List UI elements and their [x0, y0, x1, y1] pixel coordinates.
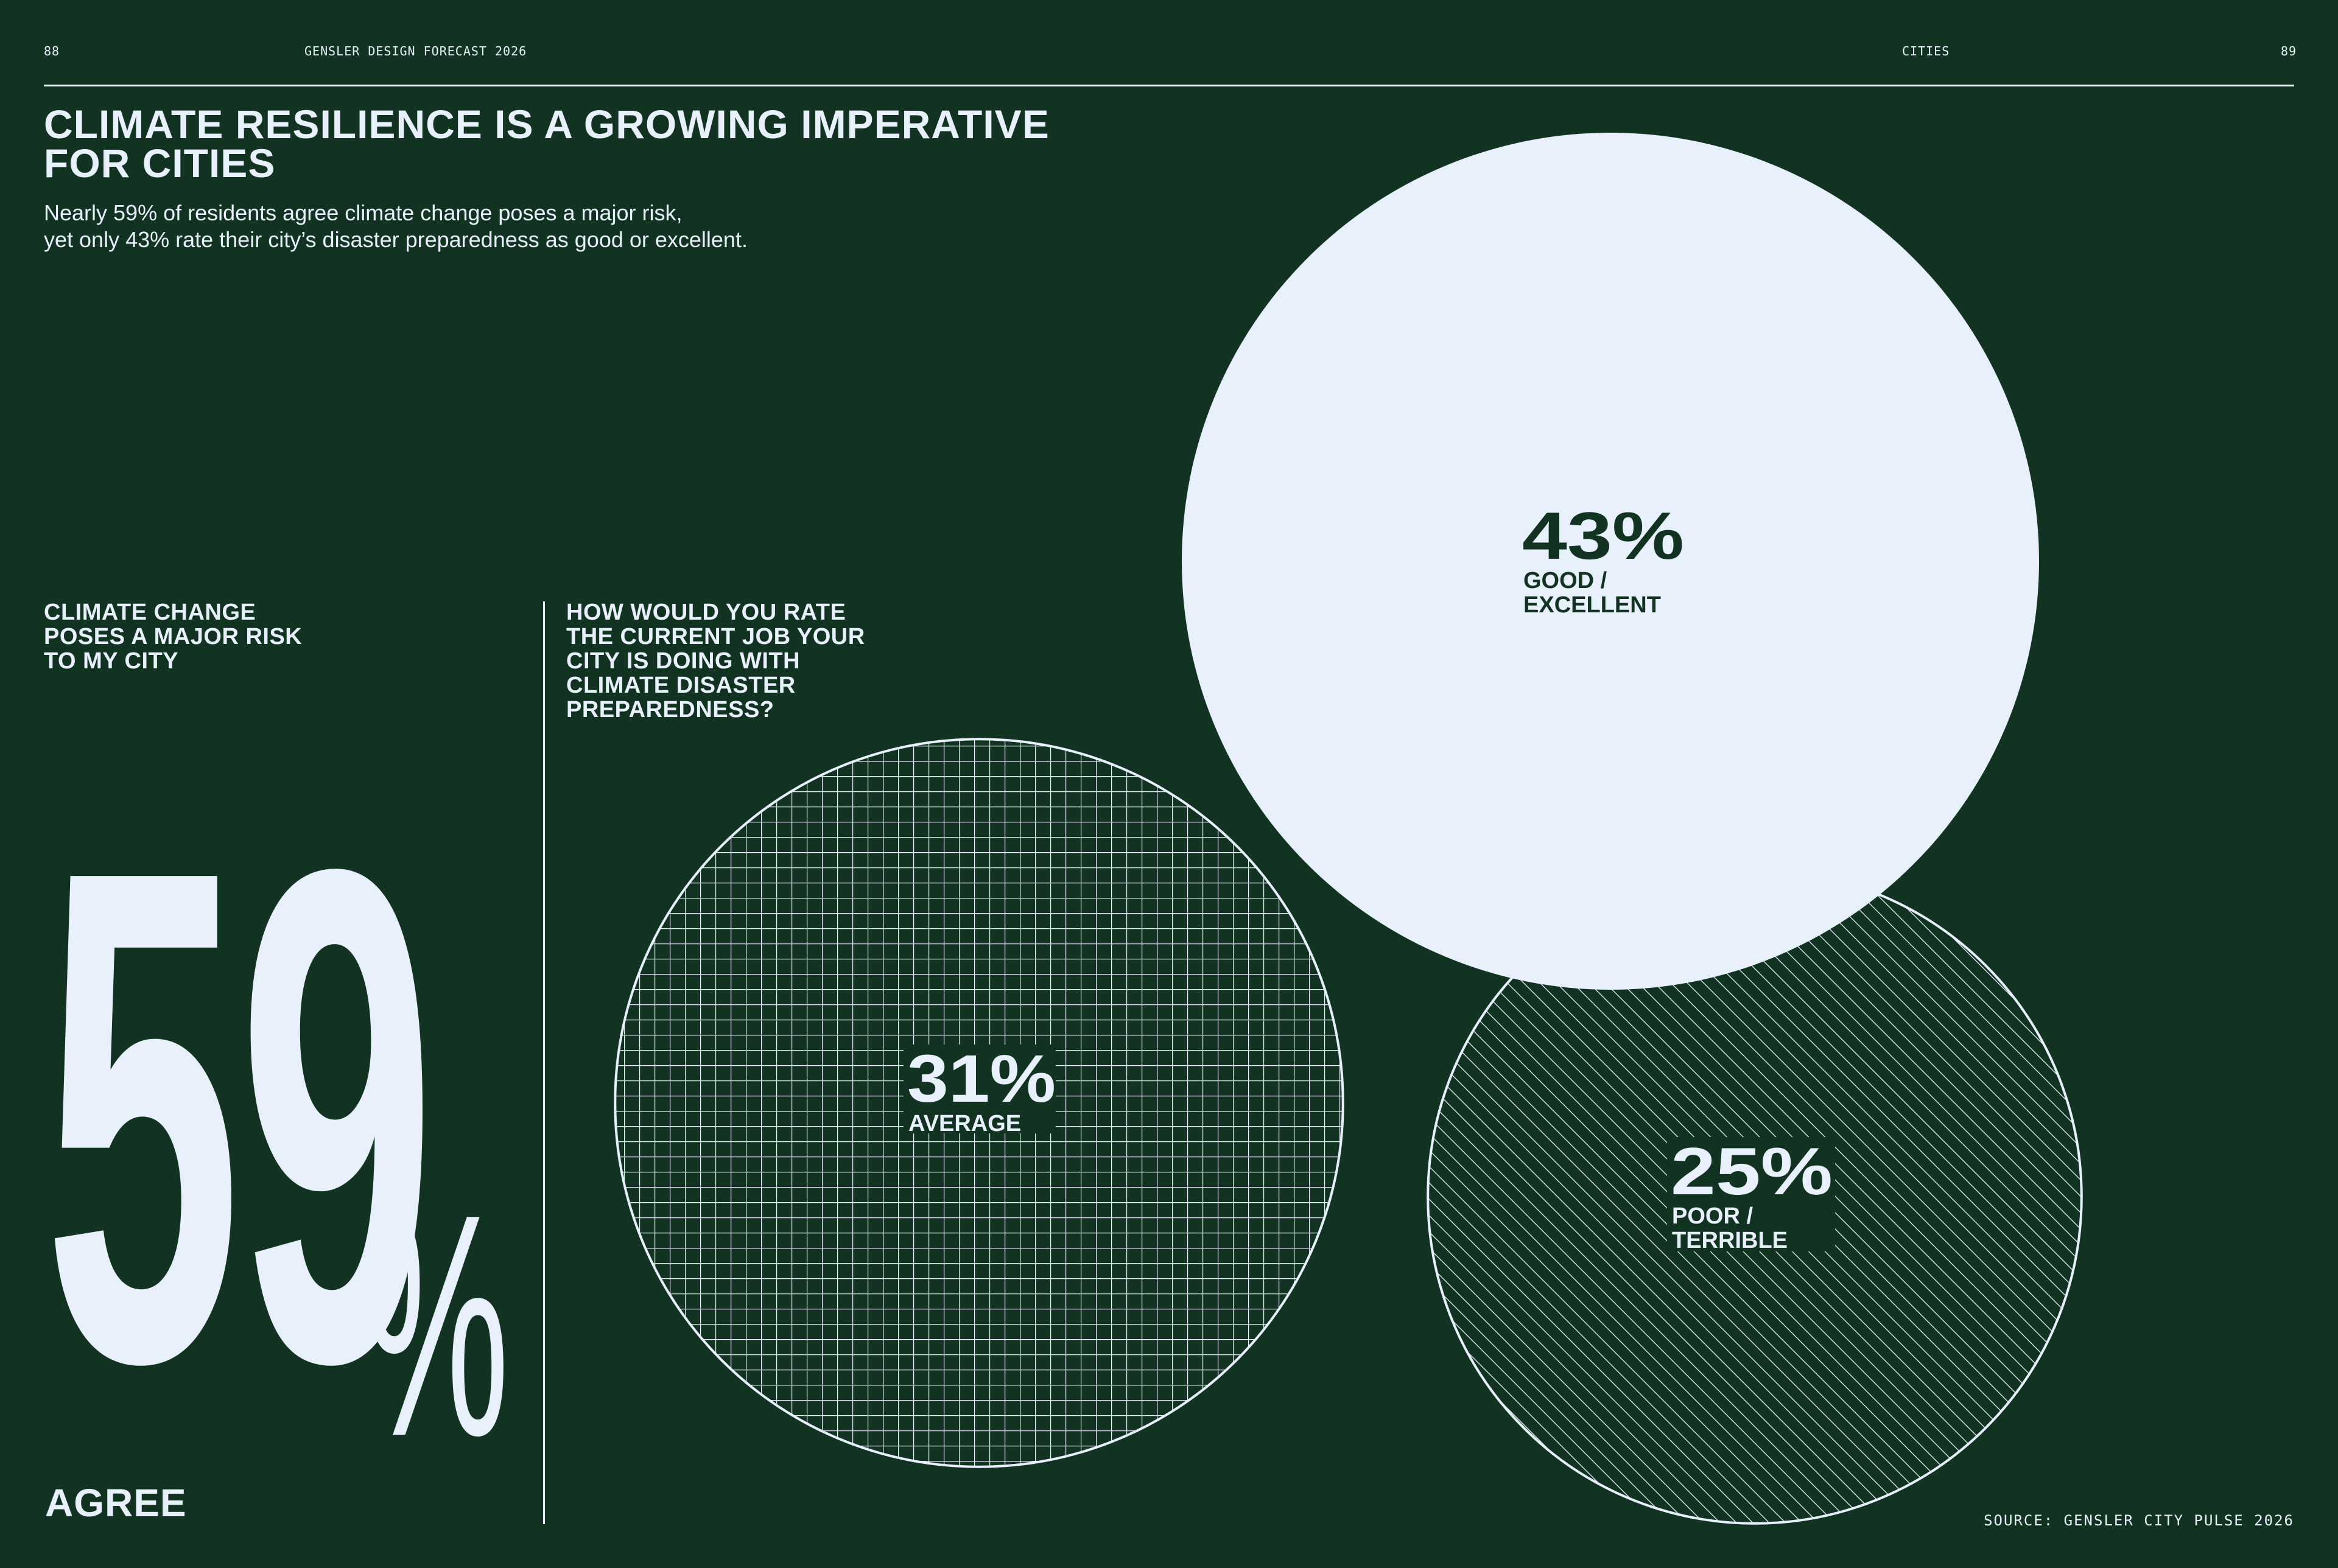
- big-stat-number: 59: [44, 723, 436, 1508]
- bubble-value-label: 31%: [907, 1041, 1056, 1116]
- bubble-good-excellent: [1182, 133, 2039, 990]
- header-rule: [44, 85, 2294, 86]
- bubble-category-label: TERRIBLE: [1672, 1228, 1788, 1253]
- bubble-value-label: 43%: [1522, 499, 1684, 573]
- risk-question: CLIMATE CHANGE POSES A MAJOR RISK TO MY …: [44, 600, 302, 673]
- bubble-category-label: GOOD /: [1523, 568, 1607, 593]
- subtitle-line-2: yet only 43% rate their city’s disaster …: [44, 227, 748, 252]
- preparedness-question-line: HOW WOULD YOU RATE: [566, 600, 846, 625]
- preparedness-question-line: THE CURRENT JOB YOUR: [566, 624, 865, 649]
- column-divider: [543, 601, 545, 1524]
- bubble-label-backdrop: [1667, 1137, 1835, 1251]
- bubble-value-label: 25%: [1671, 1134, 1833, 1209]
- source-note: SOURCE: GENSLER CITY PULSE 2026: [1984, 1512, 2294, 1529]
- preparedness-question-line: PREPAREDNESS?: [566, 697, 774, 723]
- section-name: CITIES: [1902, 44, 1950, 58]
- bubble-category-label: AVERAGE: [908, 1111, 1021, 1136]
- page-number-right: 89: [2281, 44, 2297, 58]
- risk-question-line: POSES A MAJOR RISK: [44, 624, 303, 649]
- preparedness-question: HOW WOULD YOU RATE THE CURRENT JOB YOUR …: [566, 600, 865, 722]
- subtitle-line-1: Nearly 59% of residents agree climate ch…: [44, 200, 683, 225]
- page-number-left: 88: [44, 44, 60, 58]
- bubble-category-label: EXCELLENT: [1523, 592, 1661, 618]
- publication-title: GENSLER DESIGN FORECAST 2026: [304, 44, 527, 58]
- page-title: CLIMATE RESILIENCE IS A GROWING IMPERATI…: [44, 102, 1050, 186]
- risk-question-line: TO MY CITY: [44, 648, 179, 674]
- risk-question-line: CLIMATE CHANGE: [44, 600, 256, 625]
- big-stat-percent-sign: %: [363, 1149, 510, 1502]
- bubble-label-backdrop: [904, 1045, 1056, 1133]
- subtitle: Nearly 59% of residents agree climate ch…: [44, 200, 1018, 253]
- preparedness-question-line: CLIMATE DISASTER: [566, 673, 796, 698]
- bubble-category-label: POOR /: [1672, 1203, 1753, 1229]
- big-stat-label: AGREE: [45, 1481, 187, 1525]
- preparedness-question-line: CITY IS DOING WITH: [566, 648, 801, 674]
